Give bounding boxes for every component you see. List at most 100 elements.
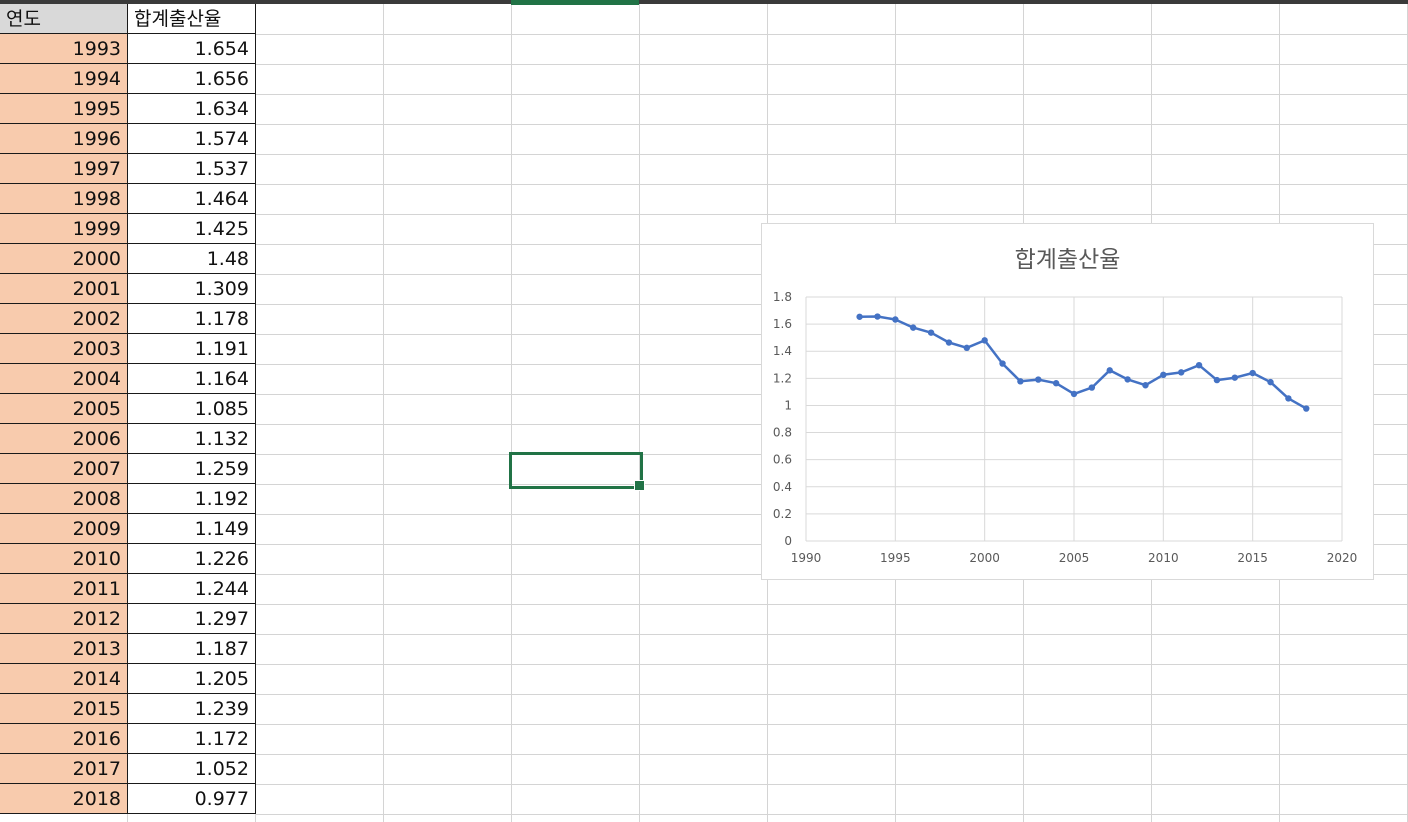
year-cell[interactable]: 2008 — [0, 484, 128, 514]
fill-handle[interactable] — [634, 480, 645, 491]
year-cell[interactable]: 2016 — [0, 724, 128, 754]
data-point — [1035, 376, 1042, 383]
year-cell[interactable]: 2005 — [0, 394, 128, 424]
data-point — [1106, 367, 1113, 374]
x-tick-label: 1995 — [880, 551, 911, 565]
grid-column-line — [383, 4, 384, 822]
rate-cell[interactable]: 1.48 — [128, 244, 256, 274]
rate-cell[interactable]: 1.226 — [128, 544, 256, 574]
table-row: 2005 1.085 — [0, 394, 256, 424]
rate-cell[interactable]: 1.239 — [128, 694, 256, 724]
table-row: 1999 1.425 — [0, 214, 256, 244]
table-row: 2015 1.239 — [0, 694, 256, 724]
grid-row-line — [256, 724, 1408, 725]
grid-row-line — [256, 634, 1408, 635]
rate-cell[interactable]: 1.187 — [128, 634, 256, 664]
rate-cell[interactable]: 1.309 — [128, 274, 256, 304]
data-point — [1070, 390, 1078, 398]
year-cell[interactable]: 2006 — [0, 424, 128, 454]
rate-cell[interactable]: 1.464 — [128, 184, 256, 214]
rate-cell[interactable]: 1.297 — [128, 604, 256, 634]
rate-cell[interactable]: 1.164 — [128, 364, 256, 394]
grid-row-line — [256, 214, 1408, 215]
year-cell[interactable]: 2002 — [0, 304, 128, 334]
rate-cell[interactable]: 1.205 — [128, 664, 256, 694]
rate-cell[interactable]: 1.178 — [128, 304, 256, 334]
y-tick-label: 1.6 — [773, 317, 792, 331]
year-cell[interactable]: 2009 — [0, 514, 128, 544]
year-cell[interactable]: 1999 — [0, 214, 128, 244]
year-cell[interactable]: 2018 — [0, 784, 128, 814]
rate-cell[interactable]: 1.244 — [128, 574, 256, 604]
rate-cell[interactable]: 1.085 — [128, 394, 256, 424]
table-row: 1993 1.654 — [0, 34, 256, 64]
rate-cell[interactable]: 1.634 — [128, 94, 256, 124]
active-column-indicator — [511, 0, 639, 5]
rate-cell[interactable]: 1.052 — [128, 754, 256, 784]
grid-row-line — [256, 94, 1408, 95]
year-cell[interactable]: 2013 — [0, 634, 128, 664]
year-cell[interactable]: 2017 — [0, 754, 128, 784]
year-cell[interactable]: 1996 — [0, 124, 128, 154]
series-line — [858, 315, 1308, 410]
data-point — [1017, 378, 1024, 385]
year-cell[interactable]: 2003 — [0, 334, 128, 364]
year-cell[interactable]: 2007 — [0, 454, 128, 484]
header-cell-year[interactable]: 연도 — [0, 4, 128, 34]
rate-cell[interactable]: 0.977 — [128, 784, 256, 814]
data-point — [874, 313, 881, 320]
rate-cell[interactable]: 1.191 — [128, 334, 256, 364]
x-tick-label: 2000 — [969, 551, 1000, 565]
year-cell[interactable]: 2014 — [0, 664, 128, 694]
rate-cell[interactable]: 1.656 — [128, 64, 256, 94]
rate-cell[interactable]: 1.132 — [128, 424, 256, 454]
rate-cell[interactable]: 1.172 — [128, 724, 256, 754]
table-row: 2000 1.48 — [0, 244, 256, 274]
data-point — [1231, 374, 1238, 381]
year-cell[interactable]: 2001 — [0, 274, 128, 304]
year-cell[interactable]: 1998 — [0, 184, 128, 214]
rate-cell[interactable]: 1.425 — [128, 214, 256, 244]
grid-row-line — [256, 604, 1408, 605]
year-cell[interactable]: 2015 — [0, 694, 128, 724]
rate-cell[interactable]: 1.149 — [128, 514, 256, 544]
year-cell[interactable]: 2012 — [0, 604, 128, 634]
y-tick-label: 1.8 — [773, 290, 792, 304]
table-row: 2002 1.178 — [0, 304, 256, 334]
table-row: 2001 1.309 — [0, 274, 256, 304]
table-row: 1996 1.574 — [0, 124, 256, 154]
year-cell[interactable]: 2011 — [0, 574, 128, 604]
data-point — [927, 329, 935, 336]
year-cell[interactable]: 1995 — [0, 94, 128, 124]
fertility-rate-chart[interactable]: 합계출산율 0 0.2 0.4 0.6 0.8 1 1.2 1.4 1.6 1.8 1990 1995… — [761, 223, 1374, 580]
rate-cell[interactable]: 1.654 — [128, 34, 256, 64]
y-tick-label: 0.2 — [773, 507, 792, 521]
table-row: 2012 1.297 — [0, 604, 256, 634]
y-tick-label: 0.8 — [773, 426, 792, 440]
table-row: 2017 1.052 — [0, 754, 256, 784]
data-point — [1195, 361, 1203, 369]
rate-cell[interactable]: 1.259 — [128, 454, 256, 484]
rate-cell[interactable]: 1.574 — [128, 124, 256, 154]
year-cell[interactable]: 2004 — [0, 364, 128, 394]
table-row: 2008 1.192 — [0, 484, 256, 514]
year-cell[interactable]: 1993 — [0, 34, 128, 64]
data-point — [910, 324, 917, 331]
data-point — [1088, 384, 1096, 391]
year-cell[interactable]: 2000 — [0, 244, 128, 274]
y-tick-label: 0.4 — [773, 480, 792, 494]
data-point — [1142, 382, 1149, 389]
grid-column-line — [511, 4, 512, 822]
year-cell[interactable]: 1997 — [0, 154, 128, 184]
selected-cell[interactable] — [509, 452, 643, 489]
x-tick-label: 2010 — [1148, 551, 1179, 565]
x-tick-label: 2015 — [1237, 551, 1268, 565]
year-cell[interactable]: 1994 — [0, 64, 128, 94]
rate-cell[interactable]: 1.537 — [128, 154, 256, 184]
grid-row-line — [256, 64, 1408, 65]
chart-title: 합계출산율 — [1014, 247, 1121, 273]
year-cell[interactable]: 2010 — [0, 544, 128, 574]
grid-row-line — [256, 754, 1408, 755]
header-cell-rate[interactable]: 합계출산율 — [128, 4, 256, 34]
rate-cell[interactable]: 1.192 — [128, 484, 256, 514]
